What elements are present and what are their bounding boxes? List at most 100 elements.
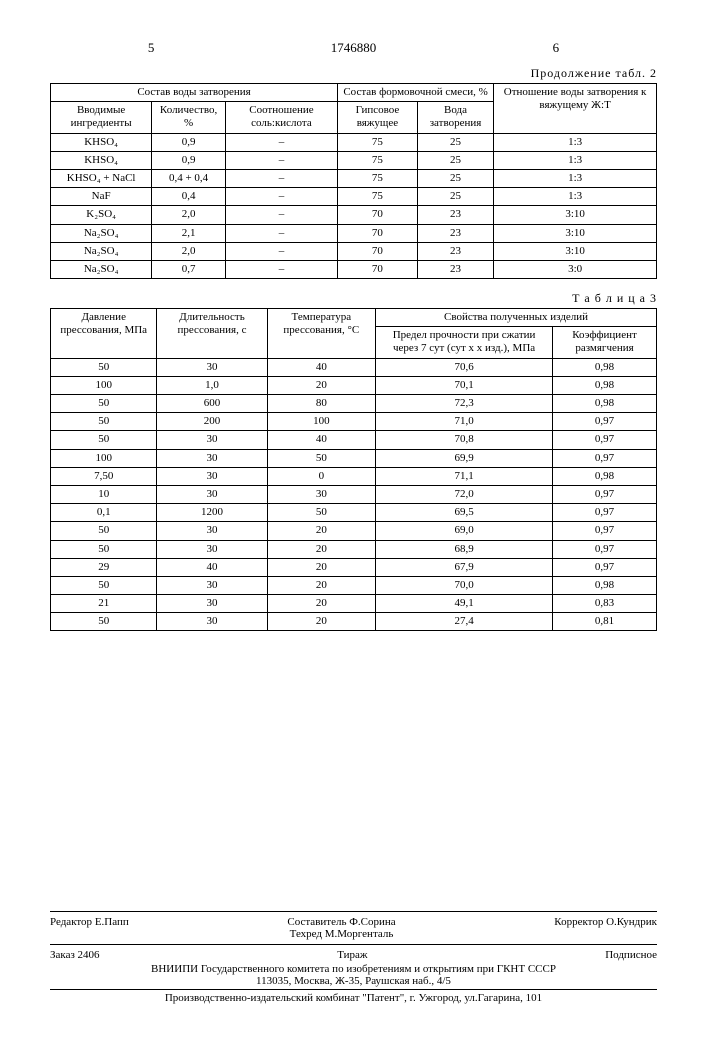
table-cell: 100 bbox=[51, 449, 157, 467]
table-row: NaF0,4–75251:3 bbox=[51, 188, 657, 206]
table-cell: 10 bbox=[51, 485, 157, 503]
table-cell: 3:0 bbox=[494, 260, 657, 278]
table-row: 21302049,10,83 bbox=[51, 595, 657, 613]
table-cell: 30 bbox=[157, 431, 267, 449]
table-cell: 100 bbox=[267, 413, 376, 431]
table-cell: 50 bbox=[267, 504, 376, 522]
table-cell: 0,97 bbox=[553, 431, 657, 449]
table3-col-strength: Предел прочности при сжатии через 7 сут … bbox=[376, 327, 553, 358]
table-cell: 75 bbox=[338, 133, 418, 151]
table-cell: 75 bbox=[338, 151, 418, 169]
table-cell: 20 bbox=[267, 522, 376, 540]
table-row: 50302027,40,81 bbox=[51, 613, 657, 631]
table-cell: 70,0 bbox=[376, 576, 553, 594]
table3-col-duration: Длительность прессования, с bbox=[157, 309, 267, 359]
table-cell: 20 bbox=[267, 376, 376, 394]
table3-col-pressure: Давление прессования, МПа bbox=[51, 309, 157, 359]
table-cell: 40 bbox=[157, 558, 267, 576]
table-cell: 0,97 bbox=[553, 485, 657, 503]
table2-caption: Продолжение табл. 2 bbox=[50, 66, 657, 81]
table-cell: 71,1 bbox=[376, 467, 553, 485]
table-cell: 71,0 bbox=[376, 413, 553, 431]
table-cell: 50 bbox=[51, 613, 157, 631]
table-cell: 70 bbox=[338, 242, 418, 260]
page-num-right: 6 bbox=[455, 40, 657, 56]
table-cell: 1:3 bbox=[494, 151, 657, 169]
table3-group-props: Свойства полученных изделий bbox=[376, 309, 657, 327]
table-cell: 23 bbox=[417, 224, 493, 242]
table-row: KHSO₄0,9–75251:3 bbox=[51, 151, 657, 169]
table-cell: 70,6 bbox=[376, 358, 553, 376]
table-cell: 3:10 bbox=[494, 224, 657, 242]
table-cell: 29 bbox=[51, 558, 157, 576]
table2-group2: Состав формовочной смеси, % bbox=[338, 84, 494, 102]
podpisnoe: Подписное bbox=[605, 949, 657, 961]
table-cell: 69,0 bbox=[376, 522, 553, 540]
table-cell: 30 bbox=[157, 595, 267, 613]
table-cell: 0,97 bbox=[553, 449, 657, 467]
table-cell: – bbox=[225, 169, 337, 187]
corrector: Корректор О.Кундрик bbox=[554, 916, 657, 940]
table3-col-temp: Температура прессования, °С bbox=[267, 309, 376, 359]
table-cell: 20 bbox=[267, 595, 376, 613]
table-cell: 30 bbox=[157, 576, 267, 594]
table-cell: 50 bbox=[267, 449, 376, 467]
table-cell: 30 bbox=[157, 449, 267, 467]
table2-col1: Вводимые ингредиенты bbox=[51, 102, 152, 133]
table-cell: 69,5 bbox=[376, 504, 553, 522]
table-cell: 0,97 bbox=[553, 522, 657, 540]
table-cell: 20 bbox=[267, 576, 376, 594]
page-header: 5 1746880 6 bbox=[50, 40, 657, 56]
table-cell: KHSO₄ + NaCl bbox=[51, 169, 152, 187]
table-cell: 3:10 bbox=[494, 206, 657, 224]
table-cell: KHSO₄ bbox=[51, 133, 152, 151]
table-row: 7,5030071,10,98 bbox=[51, 467, 657, 485]
table-cell: 0,98 bbox=[553, 376, 657, 394]
table-cell: 0,98 bbox=[553, 358, 657, 376]
table-cell: 2,0 bbox=[152, 206, 226, 224]
table2-col3: Соотношение соль:кислота bbox=[225, 102, 337, 133]
table-cell: 0,7 bbox=[152, 260, 226, 278]
table-cell: 68,9 bbox=[376, 540, 553, 558]
table-row: Na₂SO₄2,1–70233:10 bbox=[51, 224, 657, 242]
table-cell: 0,97 bbox=[553, 413, 657, 431]
table-cell: 50 bbox=[51, 413, 157, 431]
table-cell: 25 bbox=[417, 133, 493, 151]
table-cell: 1,0 bbox=[157, 376, 267, 394]
table-cell: 30 bbox=[157, 467, 267, 485]
table-cell: K₂SO₄ bbox=[51, 206, 152, 224]
table-cell: 1:3 bbox=[494, 169, 657, 187]
table-cell: 67,9 bbox=[376, 558, 553, 576]
table-cell: – bbox=[225, 133, 337, 151]
table-cell: 0,98 bbox=[553, 467, 657, 485]
table2-col4: Гипсовое вяжущее bbox=[338, 102, 418, 133]
tirage: Тираж bbox=[100, 949, 606, 961]
table-cell: 23 bbox=[417, 242, 493, 260]
table-cell: 21 bbox=[51, 595, 157, 613]
table-cell: 20 bbox=[267, 540, 376, 558]
table-row: 50304070,80,97 bbox=[51, 431, 657, 449]
table-cell: 30 bbox=[267, 485, 376, 503]
table-cell: Na₂SO₄ bbox=[51, 224, 152, 242]
table-cell: 100 bbox=[51, 376, 157, 394]
table-row: Na₂SO₄0,7–70233:0 bbox=[51, 260, 657, 278]
table-cell: 600 bbox=[157, 395, 267, 413]
table-cell: 75 bbox=[338, 169, 418, 187]
table-cell: 50 bbox=[51, 540, 157, 558]
table-cell: 0 bbox=[267, 467, 376, 485]
table-cell: 25 bbox=[417, 151, 493, 169]
table-cell: 1:3 bbox=[494, 188, 657, 206]
table-cell: 0,9 bbox=[152, 133, 226, 151]
table-cell: 27,4 bbox=[376, 613, 553, 631]
table-cell: 1:3 bbox=[494, 133, 657, 151]
table-cell: 2,0 bbox=[152, 242, 226, 260]
table2: Состав воды затворения Состав формовочно… bbox=[50, 83, 657, 279]
table-cell: – bbox=[225, 224, 337, 242]
table-cell: 0,81 bbox=[553, 613, 657, 631]
table-row: 50304070,60,98 bbox=[51, 358, 657, 376]
table-cell: 30 bbox=[157, 358, 267, 376]
table-cell: Na₂SO₄ bbox=[51, 242, 152, 260]
table-cell: 40 bbox=[267, 431, 376, 449]
table-cell: 25 bbox=[417, 188, 493, 206]
table-cell: 50 bbox=[51, 358, 157, 376]
